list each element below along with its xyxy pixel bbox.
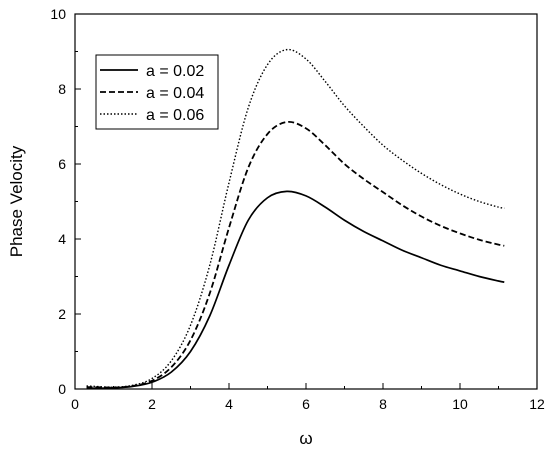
y-tick-label: 0 bbox=[58, 381, 66, 397]
x-tick-label: 4 bbox=[225, 396, 233, 412]
y-axis-title: Phase Velocity bbox=[7, 145, 26, 257]
y-axis-ticks: 0 2 4 6 8 10 bbox=[50, 6, 81, 397]
legend-label: a = 0.04 bbox=[146, 85, 204, 102]
legend: a = 0.02 a = 0.04 a = 0.06 bbox=[95, 54, 219, 130]
series-line-1 bbox=[86, 190, 505, 390]
y-tick-label: 10 bbox=[50, 6, 66, 22]
y-tick-label: 4 bbox=[58, 231, 66, 247]
legend-label: a = 0.06 bbox=[146, 107, 204, 124]
y-tick-label: 6 bbox=[58, 156, 66, 172]
legend-label: a = 0.02 bbox=[146, 63, 204, 80]
x-tick-label: 2 bbox=[148, 396, 156, 412]
x-tick-label: 6 bbox=[302, 396, 310, 412]
x-tick-label: 8 bbox=[379, 396, 387, 412]
x-tick-label: 12 bbox=[529, 396, 545, 412]
legend-box bbox=[95, 54, 219, 130]
x-tick-label: 0 bbox=[71, 396, 79, 412]
y-tick-label: 8 bbox=[58, 81, 66, 97]
series-line-3 bbox=[86, 48, 505, 388]
series-line-2 bbox=[86, 120, 505, 389]
x-tick-label: 10 bbox=[452, 396, 468, 412]
x-axis-title: ω bbox=[299, 429, 312, 448]
series-lines bbox=[86, 48, 505, 390]
y-tick-label: 2 bbox=[58, 306, 66, 322]
x-axis-ticks: 0 2 4 6 8 10 12 bbox=[71, 383, 545, 412]
